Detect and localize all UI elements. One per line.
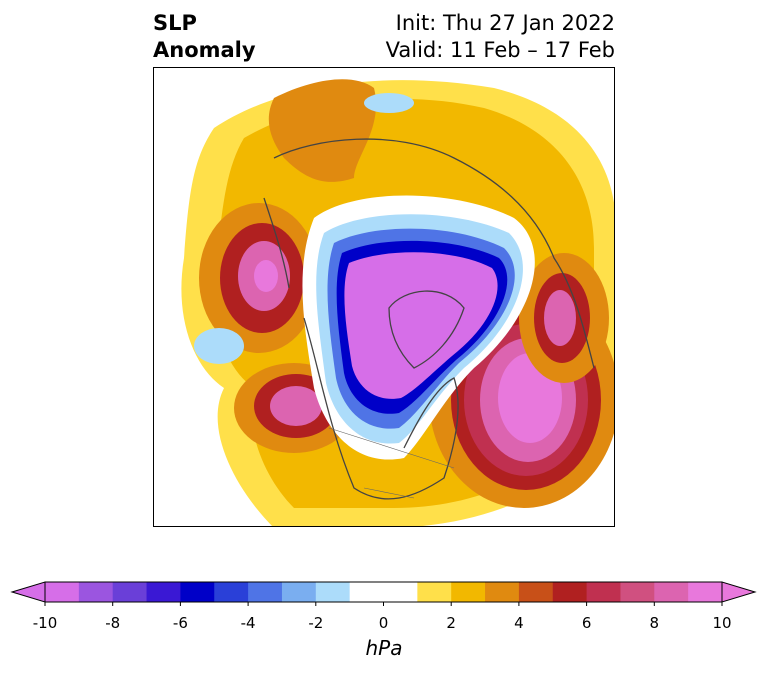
border-usa-canada — [328, 427, 455, 469]
colorbar-cell — [349, 582, 384, 602]
colorbar-cell — [417, 582, 452, 602]
colorbar-cell — [383, 582, 418, 602]
anomaly-low-arctic-core — [344, 252, 498, 399]
colorbar-cell — [146, 582, 181, 602]
colorbar-tick-label: -10 — [32, 614, 58, 632]
colorbar-extend-low — [10, 581, 46, 603]
colorbar-cell — [451, 582, 486, 602]
colorbar-cell — [214, 582, 249, 602]
colorbar-cell — [45, 582, 80, 602]
title-right: Init: Thu 27 Jan 2022 Valid: 11 Feb – 17… — [386, 10, 615, 64]
init-label: Init: Thu 27 Jan 2022 — [395, 11, 615, 35]
anomaly-high-pacific-core — [270, 386, 322, 426]
coastline-north-america — [303, 317, 459, 500]
anomaly-high-westcoast-peak — [254, 260, 278, 292]
colorbar-tick-label: 2 — [446, 614, 456, 632]
colorbar-cell — [518, 582, 554, 602]
colorbar-cell — [688, 582, 723, 602]
coastline-eurasia — [273, 138, 595, 369]
colorbar-cell — [180, 582, 215, 602]
coastlines — [263, 138, 595, 500]
colorbar-tick-label: -2 — [308, 614, 324, 632]
anomaly-low-pacific — [194, 328, 244, 364]
colorbar-cell — [552, 582, 588, 602]
colorbar-tick-label: -6 — [172, 614, 188, 632]
colorbar-unit-label: hPa — [365, 636, 403, 660]
anomaly-low-siberia — [364, 93, 414, 113]
coastline-alaska — [263, 197, 290, 289]
map-canvas — [181, 79, 614, 526]
colorbar-tick-label: -8 — [105, 614, 121, 632]
colorbar-cell — [281, 582, 317, 602]
colorbar-tick-label: 6 — [581, 614, 592, 632]
kind-label: Anomaly — [153, 38, 256, 62]
colorbar-cell — [112, 582, 148, 602]
colorbar — [10, 581, 757, 606]
valid-label: Valid: 11 Feb – 17 Feb — [385, 38, 615, 62]
colorbar-cell — [620, 582, 655, 602]
coastline-greenland — [388, 290, 465, 369]
colorbar-cell — [248, 582, 283, 602]
anomaly-map — [153, 67, 615, 527]
colorbar-tick-label: -4 — [240, 614, 256, 632]
colorbar-cell — [485, 582, 520, 602]
variable-label: SLP — [153, 11, 197, 35]
border-mexico — [363, 487, 415, 499]
colorbar-tick-label: 10 — [712, 614, 732, 632]
colorbar-tick-label: 0 — [378, 614, 389, 632]
colorbar-tick-label: 8 — [649, 614, 660, 632]
colorbar-extend-high — [721, 581, 757, 603]
title-left: SLP Anomaly — [153, 10, 256, 64]
colorbar-cell — [654, 582, 689, 602]
anomaly-positive-3 — [268, 79, 377, 182]
colorbar-tick-marks — [44, 602, 723, 606]
colorbar-cell — [586, 582, 621, 602]
colorbar-tick-label: 4 — [514, 614, 524, 632]
colorbar-cell — [78, 582, 114, 602]
colorbar-cell — [315, 582, 351, 602]
anomaly-high-asia-core — [544, 290, 576, 346]
borders — [328, 427, 455, 499]
colorbar-cells — [45, 582, 723, 602]
